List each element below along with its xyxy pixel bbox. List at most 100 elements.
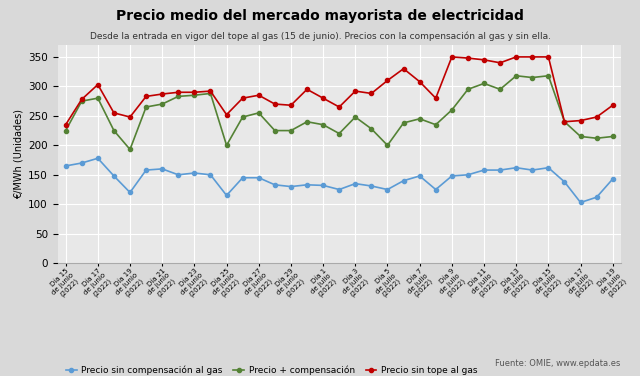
Precio sin tope al gas [609, 103, 616, 108]
Precio sin compensación al gas [94, 156, 102, 161]
Precio sin tope al gas [480, 58, 488, 62]
Text: Fuente: OMIE, www.epdata.es: Fuente: OMIE, www.epdata.es [495, 359, 621, 368]
Precio sin tope al gas [94, 82, 102, 87]
Precio + compensación [142, 105, 150, 109]
Precio sin tope al gas [287, 103, 295, 108]
Precio sin tope al gas [319, 96, 327, 100]
Precio sin tope al gas [142, 94, 150, 99]
Precio sin tope al gas [545, 55, 552, 59]
Precio sin compensación al gas [239, 176, 246, 180]
Precio sin tope al gas [351, 89, 359, 93]
Precio + compensación [239, 115, 246, 119]
Precio sin compensación al gas [207, 173, 214, 177]
Precio sin compensación al gas [577, 200, 584, 205]
Precio sin tope al gas [561, 120, 568, 124]
Precio + compensación [432, 123, 440, 127]
Precio sin tope al gas [383, 78, 391, 83]
Precio + compensación [319, 123, 327, 127]
Precio sin compensación al gas [335, 187, 343, 192]
Precio sin compensación al gas [609, 177, 616, 181]
Precio sin tope al gas [464, 56, 472, 60]
Precio + compensación [593, 136, 600, 141]
Precio + compensación [577, 134, 584, 139]
Precio sin compensación al gas [513, 165, 520, 170]
Precio + compensación [561, 120, 568, 124]
Precio sin compensación al gas [593, 195, 600, 199]
Precio sin tope al gas [416, 79, 424, 84]
Precio + compensación [175, 94, 182, 99]
Legend: Precio sin compensación al gas, Precio + compensación, Precio sin tope al gas: Precio sin compensación al gas, Precio +… [62, 362, 481, 376]
Precio sin compensación al gas [464, 173, 472, 177]
Line: Precio + compensación: Precio + compensación [63, 74, 615, 152]
Precio sin compensación al gas [255, 176, 262, 180]
Precio + compensación [191, 93, 198, 97]
Precio + compensación [94, 96, 102, 100]
Precio + compensación [383, 143, 391, 147]
Precio + compensación [271, 128, 278, 133]
Precio sin compensación al gas [110, 174, 118, 178]
Precio sin tope al gas [335, 105, 343, 109]
Precio + compensación [545, 74, 552, 78]
Line: Precio sin compensación al gas: Precio sin compensación al gas [63, 156, 615, 205]
Precio + compensación [78, 99, 86, 103]
Precio sin tope al gas [207, 89, 214, 93]
Precio sin tope al gas [448, 55, 456, 59]
Precio sin tope al gas [593, 115, 600, 119]
Precio sin tope al gas [191, 90, 198, 94]
Precio + compensación [416, 117, 424, 121]
Precio sin compensación al gas [383, 187, 391, 192]
Precio sin compensación al gas [367, 184, 375, 188]
Precio sin tope al gas [529, 55, 536, 59]
Precio sin tope al gas [158, 92, 166, 96]
Precio sin compensación al gas [480, 168, 488, 172]
Precio + compensación [255, 111, 262, 115]
Precio sin compensación al gas [175, 173, 182, 177]
Precio sin compensación al gas [62, 164, 70, 168]
Precio sin compensación al gas [400, 179, 408, 183]
Precio + compensación [529, 75, 536, 80]
Y-axis label: €/MWh (Unidades): €/MWh (Unidades) [14, 109, 24, 199]
Precio sin tope al gas [175, 90, 182, 94]
Precio sin tope al gas [126, 115, 134, 119]
Precio sin compensación al gas [191, 171, 198, 175]
Precio + compensación [62, 128, 70, 133]
Precio + compensación [207, 91, 214, 96]
Precio sin tope al gas [271, 102, 278, 106]
Precio + compensación [448, 108, 456, 112]
Precio sin compensación al gas [271, 183, 278, 187]
Precio + compensación [609, 134, 616, 139]
Precio sin tope al gas [496, 61, 504, 65]
Precio + compensación [367, 127, 375, 131]
Precio + compensación [223, 143, 230, 147]
Precio + compensación [496, 87, 504, 92]
Precio sin compensación al gas [496, 168, 504, 172]
Precio sin tope al gas [78, 97, 86, 102]
Precio + compensación [158, 102, 166, 106]
Precio sin tope al gas [577, 118, 584, 123]
Precio sin compensación al gas [561, 180, 568, 184]
Precio sin compensación al gas [545, 165, 552, 170]
Precio + compensación [351, 115, 359, 119]
Precio sin tope al gas [110, 111, 118, 115]
Precio sin compensación al gas [319, 183, 327, 188]
Precio sin compensación al gas [223, 193, 230, 198]
Precio sin compensación al gas [158, 167, 166, 171]
Precio + compensación [303, 120, 311, 124]
Precio sin tope al gas [400, 67, 408, 71]
Precio sin compensación al gas [287, 184, 295, 189]
Line: Precio sin tope al gas: Precio sin tope al gas [63, 55, 615, 127]
Text: Precio medio del mercado mayorista de electricidad: Precio medio del mercado mayorista de el… [116, 9, 524, 23]
Precio sin tope al gas [303, 87, 311, 92]
Precio sin tope al gas [255, 93, 262, 97]
Precio sin tope al gas [62, 123, 70, 127]
Precio + compensación [480, 81, 488, 86]
Precio sin compensación al gas [126, 190, 134, 195]
Precio sin tope al gas [513, 55, 520, 59]
Text: Desde la entrada en vigor del tope al gas (15 de junio). Precios con la compensa: Desde la entrada en vigor del tope al ga… [90, 32, 550, 41]
Precio + compensación [335, 131, 343, 136]
Precio sin compensación al gas [432, 187, 440, 192]
Precio + compensación [513, 74, 520, 78]
Precio sin compensación al gas [448, 174, 456, 178]
Precio sin tope al gas [223, 112, 230, 117]
Precio + compensación [287, 128, 295, 133]
